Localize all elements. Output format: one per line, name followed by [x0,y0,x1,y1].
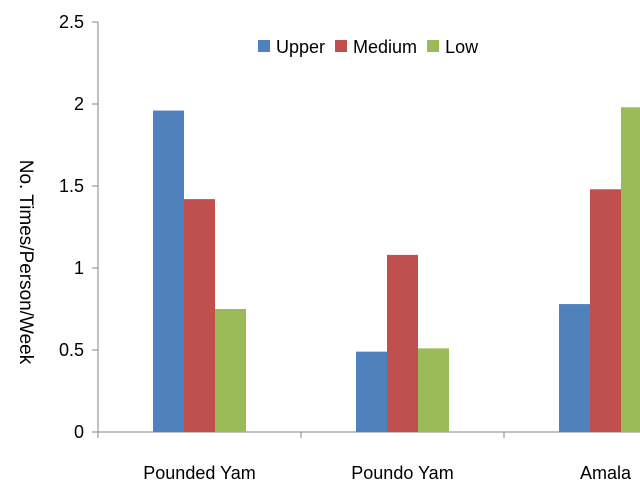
y-tick-label: 1 [74,258,84,278]
category-label: Amala [580,463,632,482]
y-tick-label: 2 [74,94,84,114]
legend-label-upper: Upper [276,37,325,57]
legend-label-medium: Medium [353,37,417,57]
y-axis: 0 0.5 1 1.5 2 2.5 [59,12,98,442]
bar-low-1 [215,309,246,432]
y-tick-label: 2.5 [59,12,84,32]
bar-upper-1 [153,111,184,432]
bars [153,107,640,432]
y-axis-title: No. Times/Person/Week [15,160,36,365]
category-label: Pounded Yam [143,463,255,482]
legend-swatch-upper [258,40,270,52]
legend-swatch-low [427,40,439,52]
bar-upper-3 [559,304,590,432]
bar-medium-3 [590,189,621,432]
bar-medium-2 [387,255,418,432]
y-tick-label: 0 [74,422,84,442]
category-label: Poundo Yam [351,463,453,482]
bar-medium-1 [184,199,215,432]
legend: Upper Medium Low [258,37,479,57]
bar-low-3 [621,107,640,432]
bar-upper-2 [356,352,387,432]
legend-label-low: Low [445,37,479,57]
y-tick-label: 1.5 [59,176,84,196]
legend-swatch-medium [335,40,347,52]
bar-low-2 [418,348,449,432]
category-labels: Pounded Yam Poundo Yam Amala [143,463,632,482]
x-axis [98,432,640,438]
y-tick-label: 0.5 [59,340,84,360]
